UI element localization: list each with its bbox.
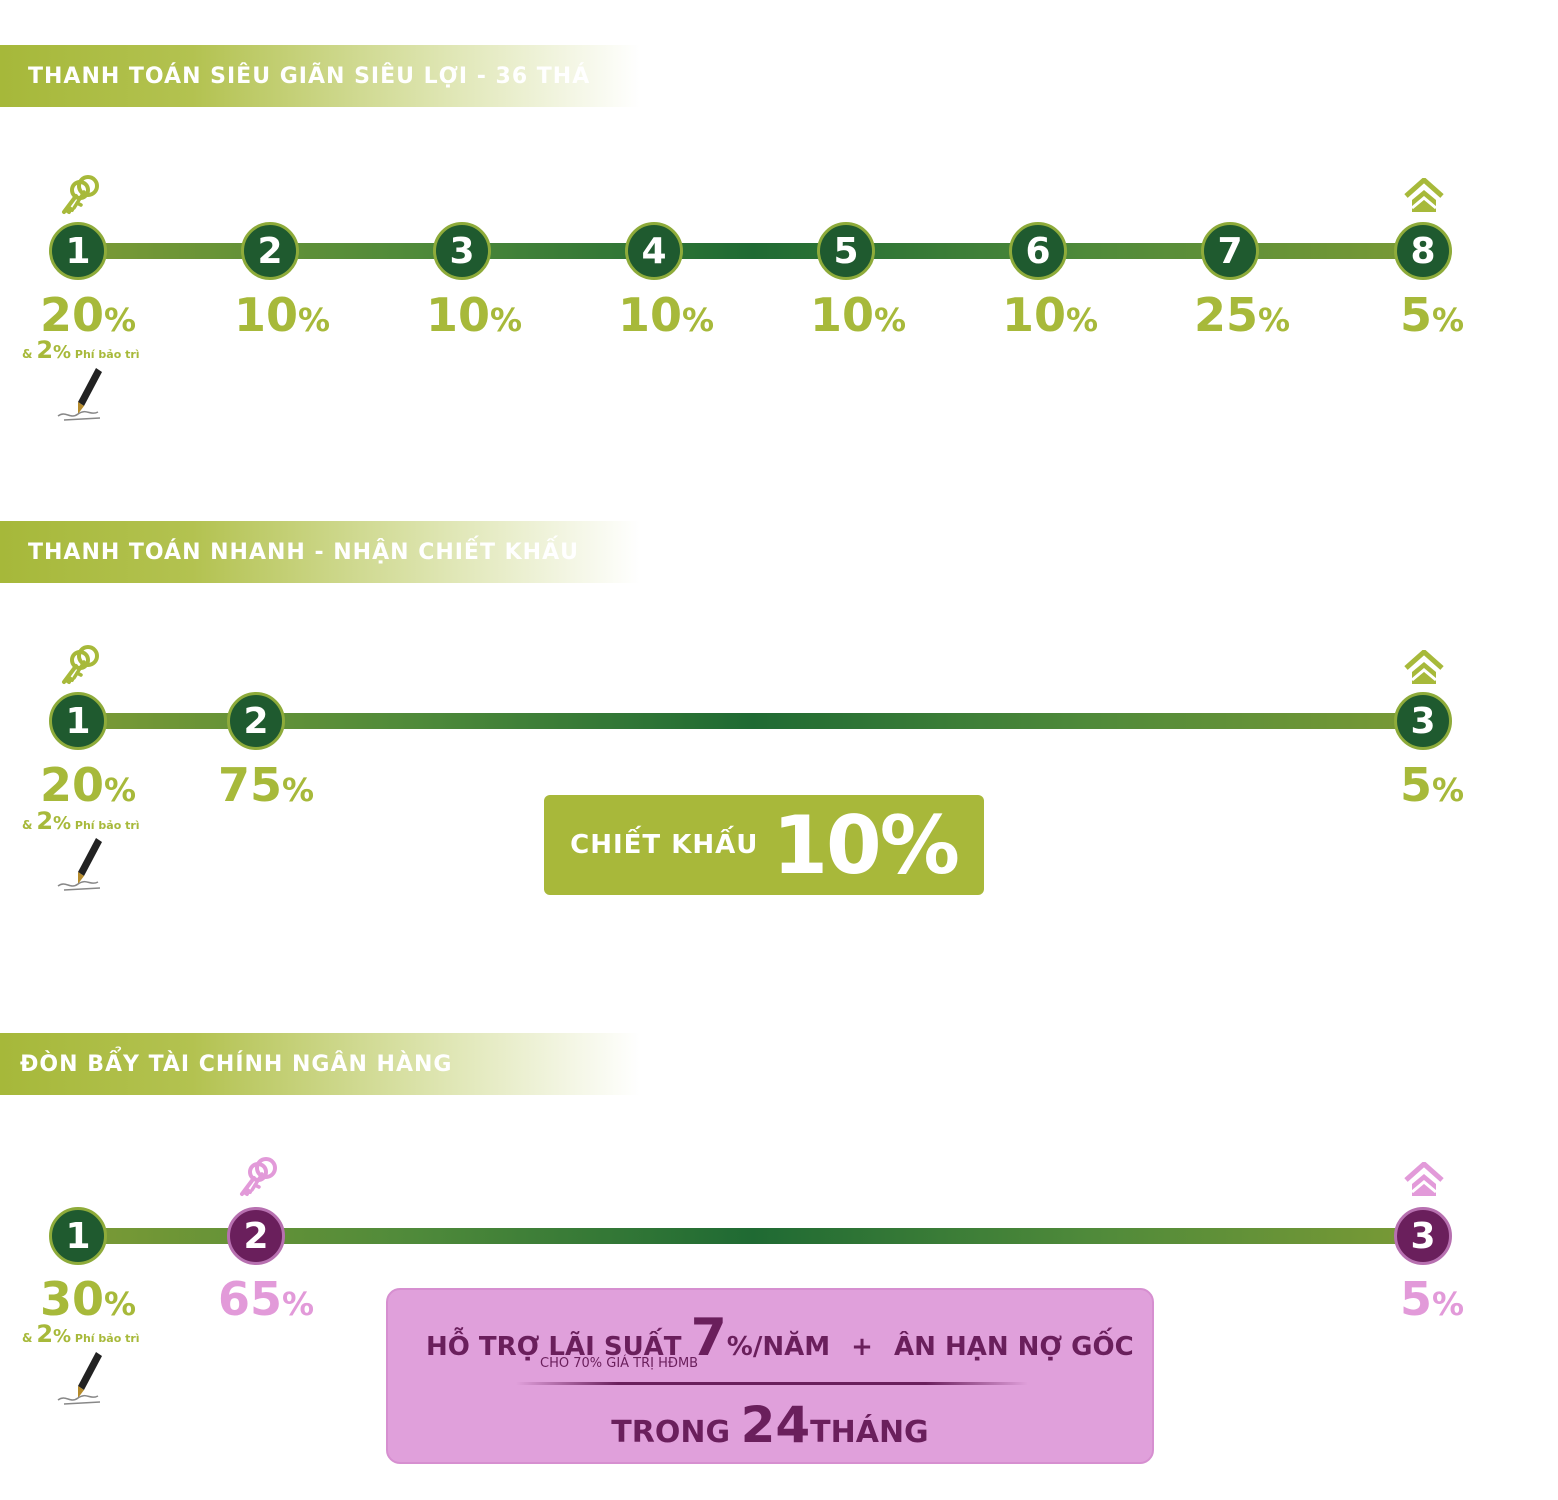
- plan1-step-5: 5: [817, 222, 875, 280]
- discount-label: CHIẾT KHẤU: [570, 830, 759, 860]
- plan1-pct-5: 10%: [810, 288, 907, 342]
- plan2-step-1: 1: [49, 692, 107, 750]
- discount-badge: CHIẾT KHẤU 10%: [544, 795, 984, 895]
- bank-support-note: CHO 70% GIÁ TRỊ HĐMB: [540, 1356, 699, 1371]
- plan2-timeline-track: [80, 713, 1425, 729]
- plan2-title: THANH TOÁN NHANH - NHẬN CHIẾT KHẤU: [28, 539, 579, 565]
- plan1-pct-8: 5%: [1400, 288, 1465, 342]
- house-icon: [1404, 1162, 1444, 1198]
- plan3-step-1: 1: [49, 1207, 107, 1265]
- plan1-step-2: 2: [241, 222, 299, 280]
- plan1-pct-4: 10%: [618, 288, 715, 342]
- keys-icon: [236, 1156, 280, 1200]
- fountain-pen-signature-icon: [54, 836, 110, 892]
- plan2-pct-2: 75%: [218, 758, 315, 812]
- plan1-pct-2: 10%: [234, 288, 331, 342]
- plan3-pct-1: 30%: [40, 1272, 137, 1326]
- plan2-step-2: 2: [227, 692, 285, 750]
- plan1-step-4: 4: [625, 222, 683, 280]
- house-icon: [1404, 650, 1444, 686]
- plan2-title-banner: THANH TOÁN NHANH - NHẬN CHIẾT KHẤU: [0, 521, 640, 583]
- plan3-step-2: 2: [227, 1207, 285, 1265]
- discount-value: 10%: [772, 798, 959, 892]
- interest-rate-value: 7: [690, 1308, 727, 1368]
- fountain-pen-signature-icon: [54, 366, 110, 422]
- keys-icon: [58, 644, 102, 688]
- plan2-step-3: 3: [1394, 692, 1452, 750]
- plan2-pct-1: 20%: [40, 758, 137, 812]
- keys-icon: [58, 174, 102, 218]
- plan2-maintenance-fee: & 2% Phí bảo trì: [22, 807, 140, 835]
- plan1-title: THANH TOÁN SIÊU GIÃN SIÊU LỢI - 36 THÁ: [28, 63, 591, 89]
- plan1-pct-6: 10%: [1002, 288, 1099, 342]
- plan1-step-6: 6: [1009, 222, 1067, 280]
- plan1-step-1: 1: [49, 222, 107, 280]
- plan1-title-banner: THANH TOÁN SIÊU GIÃN SIÊU LỢI - 36 THÁ: [0, 45, 640, 107]
- plan1-pct-3: 10%: [426, 288, 523, 342]
- house-icon: [1404, 178, 1444, 214]
- plan1-step-3: 3: [433, 222, 491, 280]
- divider: [516, 1382, 1028, 1385]
- plan1-pct-7: 25%: [1194, 288, 1291, 342]
- plan3-title-banner: ĐÒN BẨY TÀI CHÍNH NGÂN HÀNG: [0, 1033, 640, 1095]
- plan1-pct-1: 20%: [40, 288, 137, 342]
- plan2-pct-3: 5%: [1400, 758, 1465, 812]
- plan3-timeline-track: [80, 1228, 1425, 1244]
- plan1-step-8: 8: [1394, 222, 1452, 280]
- plan1-timeline-track: [80, 243, 1425, 259]
- fountain-pen-signature-icon: [54, 1350, 110, 1406]
- grace-period-label: ÂN HẠN NỢ GỐC: [894, 1332, 1134, 1362]
- plan1-maintenance-fee: & 2% Phí bảo trì: [22, 336, 140, 364]
- plan3-maintenance-fee: & 2% Phí bảo trì: [22, 1320, 140, 1348]
- bank-duration-line: TRONG 24THÁNG: [611, 1396, 929, 1454]
- plan3-pct-2: 65%: [218, 1272, 315, 1326]
- plan3-pct-3: 5%: [1400, 1272, 1465, 1326]
- plan3-title: ĐÒN BẨY TÀI CHÍNH NGÂN HÀNG: [20, 1051, 453, 1077]
- plan1-step-7: 7: [1201, 222, 1259, 280]
- duration-months: 24: [740, 1396, 811, 1454]
- bank-support-line: HỖ TRỢ LÃI SUẤT 7%/NĂM + ÂN HẠN NỢ GỐC: [426, 1308, 1134, 1368]
- bank-support-panel: HỖ TRỢ LÃI SUẤT 7%/NĂM + ÂN HẠN NỢ GỐC C…: [386, 1288, 1154, 1464]
- plan3-step-3: 3: [1394, 1207, 1452, 1265]
